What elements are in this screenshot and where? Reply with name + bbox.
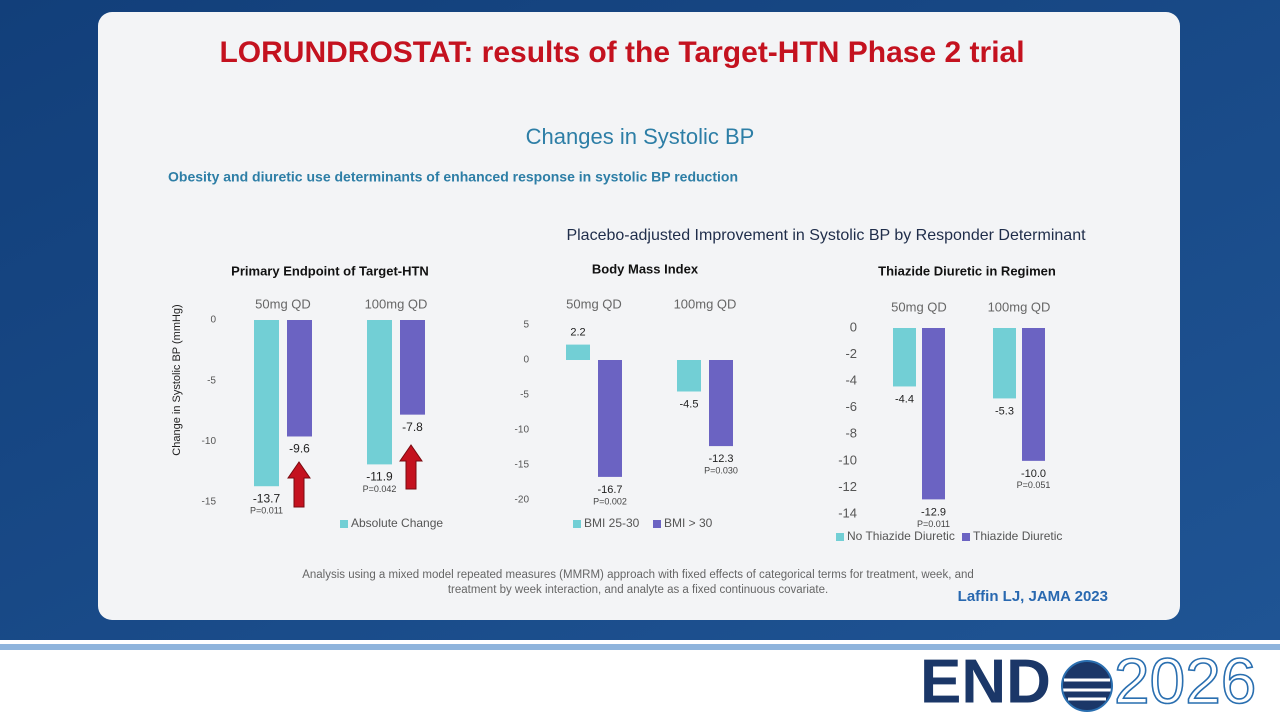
bar: [709, 360, 733, 447]
y-tick-label: 0: [523, 355, 529, 366]
legend-swatch: [653, 520, 661, 528]
value-label: -12.9: [921, 506, 946, 518]
y-tick-label: -2: [845, 346, 857, 361]
subtitle: Obesity and diuretic use determinants of…: [168, 169, 738, 185]
category-label: 100mg QD: [365, 296, 428, 311]
value-label: -7.8: [402, 420, 423, 434]
category-label: 50mg QD: [255, 296, 311, 311]
bar: [598, 360, 622, 477]
p-value: P=0.011: [250, 506, 283, 516]
value-label: -13.7: [253, 491, 281, 505]
p-value: P=0.042: [363, 484, 397, 494]
value-label: -9.6: [289, 442, 310, 456]
value-label: -12.3: [708, 453, 733, 465]
category-label: 100mg QD: [674, 296, 737, 311]
chart-title: Thiazide Diuretic in Regimen: [878, 263, 1056, 278]
y-axis-label: Change in Systolic BP (mmHg): [171, 304, 183, 455]
value-label: -4.5: [680, 398, 699, 410]
y-tick-label: 0: [850, 319, 857, 334]
y-tick-label: -4: [845, 373, 857, 388]
bar: [893, 328, 916, 387]
y-tick-label: -8: [845, 426, 857, 441]
bar: [1022, 328, 1045, 461]
group-heading: Placebo-adjusted Improvement in Systolic…: [566, 227, 1086, 244]
y-tick-label: -10: [515, 425, 530, 436]
legend-label: Thiazide Diuretic: [973, 529, 1062, 543]
category-label: 50mg QD: [891, 299, 947, 314]
p-value: P=0.011: [917, 519, 950, 529]
heading: Changes in Systolic BP: [526, 124, 755, 149]
y-tick-label: -20: [515, 495, 530, 506]
arrow: [399, 444, 423, 490]
legend-label: BMI > 30: [664, 516, 713, 530]
bar: [367, 320, 392, 465]
y-tick-label: -15: [202, 497, 217, 508]
bar: [993, 328, 1016, 399]
legend-swatch: [573, 520, 581, 528]
bar: [254, 320, 279, 487]
citation: Laffin LJ, JAMA 2023: [958, 588, 1108, 605]
chart-title: Body Mass Index: [592, 261, 699, 276]
y-tick-label: -5: [520, 390, 529, 401]
logo-globe: [1061, 660, 1113, 712]
p-value: P=0.030: [704, 465, 738, 475]
category-label: 50mg QD: [566, 296, 622, 311]
y-tick-label: 0: [210, 315, 216, 326]
content-card: [98, 12, 1180, 620]
y-tick-label: -5: [207, 375, 216, 386]
logo-brand: END: [920, 647, 1051, 716]
y-tick-label: -10: [202, 436, 217, 447]
legend-swatch: [836, 533, 844, 541]
chart-title: Primary Endpoint of Target-HTN: [231, 263, 429, 278]
y-tick-label: -6: [845, 399, 857, 414]
p-value: P=0.002: [593, 496, 627, 506]
legend-swatch: [340, 520, 348, 528]
value-label: -10.0: [1021, 468, 1046, 480]
slide-title: LORUNDROSTAT: results of the Target-HTN …: [219, 36, 1024, 69]
legend-label: No Thiazide Diuretic: [847, 529, 955, 543]
y-tick-label: -10: [838, 452, 857, 467]
footnote: treatment by week interaction, and analy…: [448, 584, 828, 596]
logo-year: 2026: [1114, 645, 1256, 717]
bar: [566, 344, 590, 360]
bar: [922, 328, 945, 500]
bar: [677, 360, 701, 392]
footer-line: [0, 644, 1280, 650]
bar: [287, 320, 312, 437]
category-label: 100mg QD: [988, 299, 1051, 314]
y-tick-label: -12: [838, 479, 857, 494]
arrow: [287, 461, 311, 508]
y-tick-label: -14: [838, 505, 857, 520]
y-tick-label: 5: [523, 320, 529, 331]
value-label: -5.3: [995, 405, 1014, 417]
value-label: -16.7: [597, 484, 622, 496]
legend-label: Absolute Change: [351, 516, 443, 530]
value-label: -4.4: [895, 393, 914, 405]
footnote: Analysis using a mixed model repeated me…: [302, 569, 974, 581]
y-tick-label: -15: [515, 460, 530, 471]
legend-label: BMI 25-30: [584, 516, 640, 530]
p-value: P=0.051: [1017, 480, 1051, 490]
value-label: -11.9: [366, 470, 393, 484]
bar: [400, 320, 425, 415]
legend-swatch: [962, 533, 970, 541]
value-label: 2.2: [570, 327, 585, 339]
